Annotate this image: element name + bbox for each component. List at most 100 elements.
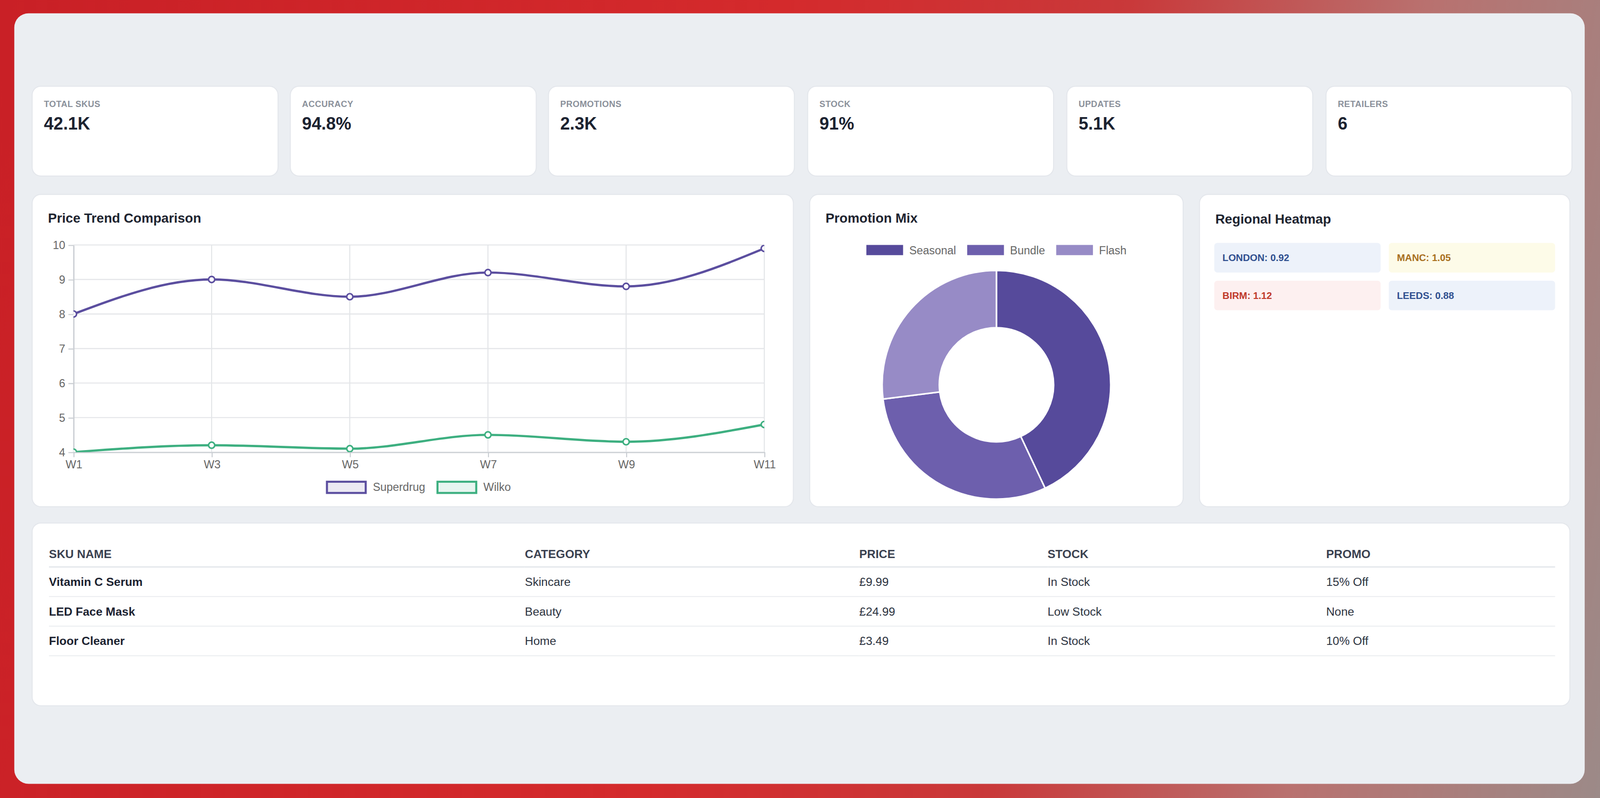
series-point xyxy=(761,421,765,428)
kpi-label: ACCURACY xyxy=(302,98,354,109)
dashboard: TOTAL SKUS42.1KACCURACY94.8%PROMOTIONS2.… xyxy=(0,0,1600,798)
donut-chart: Promotion Mix Seasonal Bundle Flash xyxy=(810,194,1183,507)
legend-item: Superdrug xyxy=(326,480,426,494)
y-axis: 45678910 xyxy=(52,238,74,459)
y-tick-mark xyxy=(68,417,74,419)
legend-label: Flash xyxy=(1099,244,1127,257)
legend: Superdrug Wilko xyxy=(326,480,511,494)
x-tick: W9 xyxy=(618,451,636,471)
table-cell: None xyxy=(1326,596,1555,627)
table-cell: £24.99 xyxy=(859,596,1048,627)
table-cell: Home xyxy=(524,626,860,656)
y-tick-label: 9 xyxy=(59,273,66,286)
legend-label: Superdrug xyxy=(372,480,426,494)
y-tick-mark xyxy=(68,244,74,246)
table-cell: £3.49 xyxy=(859,626,1048,656)
series-point xyxy=(346,445,354,452)
legend-item: Wilko xyxy=(437,480,511,494)
heatmap-cell: LONDON: 0.92 xyxy=(1214,242,1381,273)
table-body: Vitamin C SerumSkincare£9.99In Stock15% … xyxy=(48,566,1555,656)
table-cell: Skincare xyxy=(524,566,860,597)
x-tick-label: W1 xyxy=(65,458,83,471)
table-cell: Floor Cleaner xyxy=(48,626,525,656)
table-row: Floor CleanerHome£3.49In Stock10% Off xyxy=(48,626,1555,656)
panel-title: Regional Heatmap xyxy=(1215,211,1331,227)
x-tick: W7 xyxy=(480,451,498,471)
line-chart: Price Trend Comparison45678910W1W3W5W7W9… xyxy=(32,194,794,507)
legend-label: Wilko xyxy=(483,480,511,494)
chart-title: Price Trend Comparison xyxy=(47,210,202,226)
y-tick: 9 xyxy=(59,273,74,286)
x-tick-mark xyxy=(349,451,351,458)
grid-line-y xyxy=(73,382,765,384)
grid-line-y xyxy=(73,313,765,315)
chart-title: Promotion Mix xyxy=(825,210,918,226)
table-row: LED Face MaskBeauty£24.99Low StockNone xyxy=(48,596,1555,627)
series-point xyxy=(73,449,77,452)
x-tick: W11 xyxy=(753,451,776,471)
column-header: STOCK xyxy=(1047,541,1327,567)
legend-item: Seasonal xyxy=(866,244,957,257)
y-tick: 10 xyxy=(52,238,74,252)
y-tick-label: 8 xyxy=(59,308,66,321)
column-header: CATEGORY xyxy=(524,541,860,567)
y-tick-label: 4 xyxy=(59,446,66,459)
table-cell: Beauty xyxy=(524,596,860,627)
x-tick: W3 xyxy=(203,451,221,471)
kpi-value: 6 xyxy=(1337,114,1348,135)
series-line xyxy=(73,424,765,453)
grid-line-x xyxy=(625,244,627,452)
table-cell: Low Stock xyxy=(1047,596,1327,627)
y-tick-label: 10 xyxy=(52,238,66,252)
y-tick-label: 6 xyxy=(59,377,66,390)
sku-table: SKU NAMECATEGORYPRICESTOCKPROMOVitamin C… xyxy=(48,541,1555,656)
grid-line-x xyxy=(349,244,351,452)
y-tick: 4 xyxy=(59,446,74,459)
kpi-value: 2.3K xyxy=(560,114,597,135)
kpi-card: UPDATES5.1K xyxy=(1067,86,1313,176)
y-tick-mark xyxy=(68,382,74,384)
kpi-label: TOTAL SKUS xyxy=(43,98,101,109)
line-chart-panel: Price Trend Comparison45678910W1W3W5W7W9… xyxy=(32,194,794,507)
heatmap-cell: LEEDS: 0.88 xyxy=(1388,280,1556,311)
y-tick: 6 xyxy=(59,377,74,390)
series-point xyxy=(485,431,492,439)
kpi-card: ACCURACY 94.8% xyxy=(290,86,536,176)
table-cell: Vitamin C Serum xyxy=(48,566,525,597)
x-tick-label: W11 xyxy=(753,458,776,471)
series-point xyxy=(623,438,630,445)
y-tick: 5 xyxy=(59,411,74,425)
table-cell: In Stock xyxy=(1047,626,1327,656)
table-row: Vitamin C SerumSkincare£9.99In Stock15% … xyxy=(48,566,1555,597)
series-point xyxy=(73,310,77,318)
legend-label: Seasonal xyxy=(909,244,956,257)
y-tick-label: 5 xyxy=(59,411,66,425)
plot-area xyxy=(73,245,765,452)
x-tick: W5 xyxy=(342,451,359,471)
heatmap-panel: Regional HeatmapLONDON: 0.92MANC: 1.05BI… xyxy=(1199,194,1570,507)
x-axis-line xyxy=(73,451,765,453)
column-header: PRICE xyxy=(859,541,1048,567)
legend-swatch xyxy=(437,481,477,493)
legend-label: Bundle xyxy=(1009,244,1045,257)
legend-swatch xyxy=(1056,244,1094,255)
kpi-value: 94.8% xyxy=(302,114,352,135)
column-header: SKU NAME xyxy=(48,541,525,567)
table-header-row: SKU NAMECATEGORYPRICESTOCKPROMO xyxy=(48,541,1555,567)
series-point xyxy=(208,441,215,449)
kpi-card: STOCK91% xyxy=(808,86,1054,176)
x-tick-mark xyxy=(764,451,766,458)
series-line xyxy=(73,248,765,315)
y-tick-mark xyxy=(68,451,74,453)
donut-slice xyxy=(882,270,997,400)
x-tick-label: W5 xyxy=(342,458,359,471)
x-tick: W1 xyxy=(65,451,83,471)
legend-swatch xyxy=(326,481,366,493)
series-point xyxy=(485,269,492,276)
grid-line-y xyxy=(73,244,765,246)
y-tick-mark xyxy=(68,279,74,281)
y-tick: 8 xyxy=(59,308,74,321)
table-cell: LED Face Mask xyxy=(48,596,525,627)
kpi-value: 91% xyxy=(819,114,854,135)
x-tick-mark xyxy=(626,451,628,458)
